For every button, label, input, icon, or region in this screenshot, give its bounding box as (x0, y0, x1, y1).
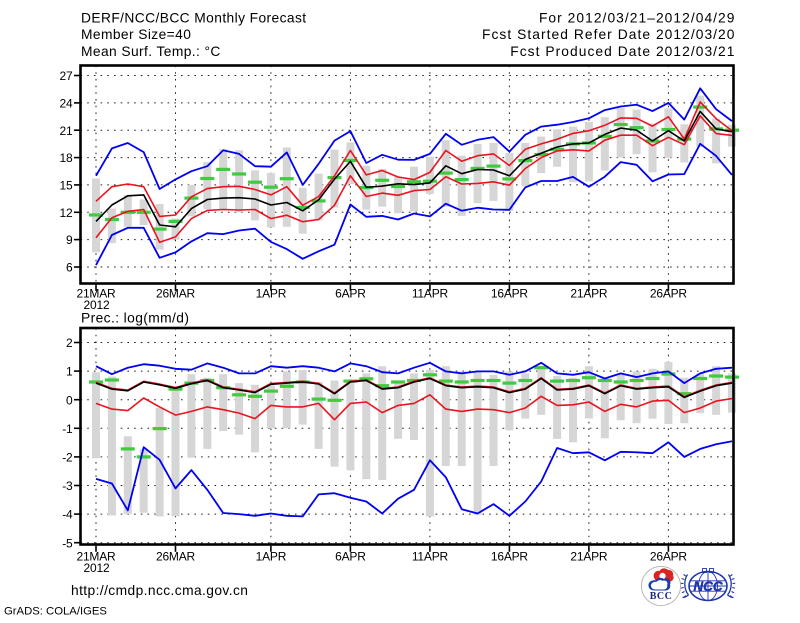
svg-text:2: 2 (66, 336, 73, 350)
svg-text:24: 24 (60, 97, 73, 111)
svg-text:21MAR: 21MAR (76, 550, 116, 564)
svg-text:For 2012/03/21–2012/04/29: For 2012/03/21–2012/04/29 (539, 11, 736, 26)
svg-text:1: 1 (66, 365, 73, 379)
svg-text:1APR: 1APR (256, 550, 287, 564)
svg-text:26APR: 26APR (650, 550, 688, 564)
svg-text:2012: 2012 (84, 561, 110, 575)
svg-text:Mean Surf. Temp.: °C: Mean Surf. Temp.: °C (81, 44, 221, 59)
svg-text:http://cmdp.ncc.cma.gov.cn: http://cmdp.ncc.cma.gov.cn (71, 583, 248, 598)
svg-text:-1: -1 (62, 422, 73, 436)
svg-text:21MAR: 21MAR (76, 287, 116, 301)
svg-text:21: 21 (60, 124, 73, 138)
svg-text:21APR: 21APR (570, 287, 608, 301)
svg-text:NCC: NCC (693, 579, 722, 594)
svg-text:16APR: 16APR (491, 550, 529, 564)
svg-text:BCC: BCC (650, 591, 673, 602)
svg-text:Fcst Started Refer Date 2012/0: Fcst Started Refer Date 2012/03/20 (482, 27, 736, 42)
svg-text:-3: -3 (62, 479, 73, 493)
svg-text:Fcst Produced Date 2012/03/21: Fcst Produced Date 2012/03/21 (510, 44, 735, 59)
svg-text:-2: -2 (62, 451, 73, 465)
svg-text:2012: 2012 (84, 298, 110, 312)
svg-text:6APR: 6APR (335, 550, 366, 564)
svg-text:26MAR: 26MAR (156, 550, 196, 564)
svg-text:DERF/NCC/BCC Monthly Forecast: DERF/NCC/BCC Monthly Forecast (81, 11, 307, 26)
svg-text:11APR: 11APR (412, 550, 449, 564)
svg-text:6: 6 (66, 261, 73, 275)
svg-text:9: 9 (66, 233, 73, 247)
svg-text:16APR: 16APR (491, 287, 529, 301)
svg-text:-4: -4 (62, 508, 73, 522)
svg-text:18: 18 (60, 151, 73, 165)
svg-text:21APR: 21APR (570, 550, 608, 564)
svg-text:0: 0 (66, 393, 73, 407)
svg-text:11APR: 11APR (412, 287, 449, 301)
svg-text:Member Size=40: Member Size=40 (81, 27, 191, 42)
svg-text:1APR: 1APR (256, 287, 287, 301)
svg-text:26APR: 26APR (650, 287, 688, 301)
svg-text:GrADS: COLA/IGES: GrADS: COLA/IGES (4, 606, 107, 618)
svg-text:-5: -5 (62, 536, 73, 550)
svg-text:15: 15 (60, 179, 73, 193)
svg-text:27: 27 (60, 69, 73, 83)
svg-text:Prec.: log(mm/d): Prec.: log(mm/d) (81, 311, 189, 326)
svg-text:6APR: 6APR (335, 287, 366, 301)
svg-text:26MAR: 26MAR (156, 287, 196, 301)
svg-text:12: 12 (60, 206, 73, 220)
